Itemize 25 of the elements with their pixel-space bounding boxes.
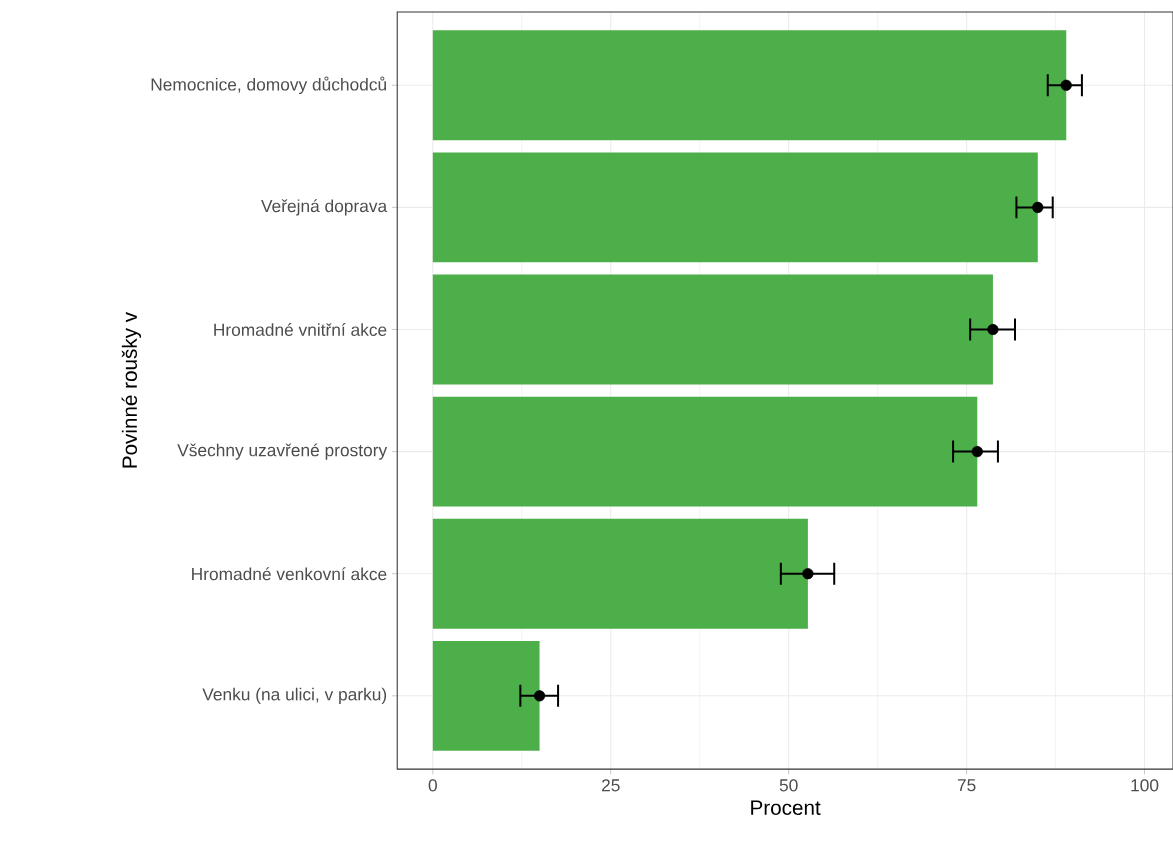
y-axis-title: Povinné roušky v bbox=[121, 311, 142, 468]
x-tick-label: 25 bbox=[601, 778, 620, 792]
y-tick-label: Venku (na ulici, v parku) bbox=[202, 687, 387, 704]
point bbox=[802, 567, 814, 580]
bar bbox=[432, 30, 1067, 141]
x-tick-label: 75 bbox=[957, 778, 976, 792]
x-axis-title: Procent bbox=[751, 800, 821, 815]
x-tick-label: 0 bbox=[428, 778, 437, 792]
point bbox=[971, 445, 983, 458]
y-tick-label: Veřejná doprava bbox=[261, 199, 388, 216]
bar bbox=[432, 152, 1038, 263]
point bbox=[1060, 79, 1072, 91]
bar bbox=[432, 274, 993, 385]
bar bbox=[432, 518, 808, 629]
point bbox=[987, 323, 999, 335]
point bbox=[1032, 201, 1044, 213]
x-tick-label: 50 bbox=[779, 778, 798, 792]
x-tick-label: 100 bbox=[1131, 778, 1159, 792]
bar bbox=[432, 640, 540, 751]
y-tick-label: Všechny uzavřené prostory bbox=[177, 443, 388, 460]
point bbox=[533, 690, 546, 702]
y-tick-label: Hromadné vnitřní akce bbox=[214, 322, 387, 336]
bar bbox=[432, 396, 978, 507]
y-tick-label: Hromadné venkovní akce bbox=[192, 567, 387, 580]
y-tick-label: Nemocnice, domovy důchodců bbox=[151, 76, 386, 94]
